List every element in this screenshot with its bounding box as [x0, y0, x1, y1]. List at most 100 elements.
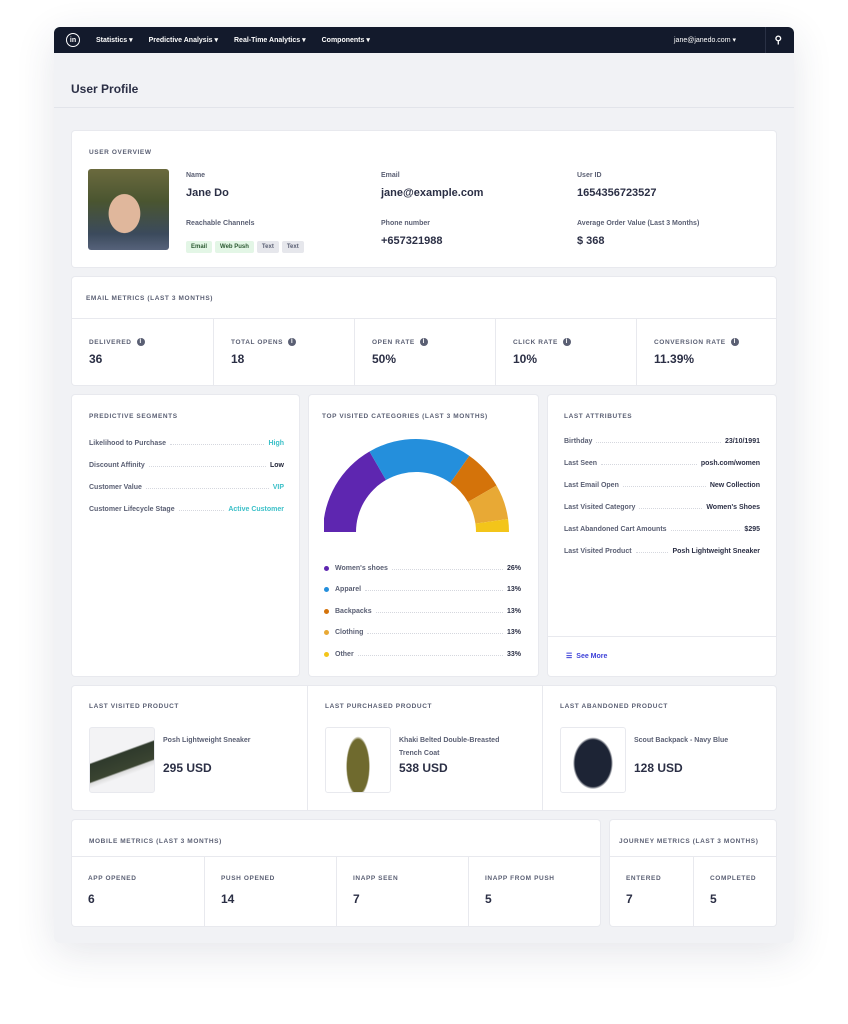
aov-value: $ 368: [577, 235, 605, 247]
divider: [72, 856, 600, 857]
metric-3: INAPP FROM PUSH 5: [468, 857, 600, 926]
product-title: LAST VISITED PRODUCT: [89, 703, 180, 710]
slice-women-s-shoes[interactable]: [324, 451, 386, 532]
card-title: USER OVERVIEW: [89, 149, 152, 156]
metric-1: PUSH OPENED 14: [204, 857, 336, 926]
product-section: LAST PURCHASED PRODUCT Khaki Belted Doubl…: [307, 686, 542, 810]
attribute-value: $295: [744, 526, 760, 533]
user-menu[interactable]: jane@janedo.com ▾: [674, 37, 736, 44]
segment-row: Customer Value VIP: [89, 469, 284, 491]
product-title: LAST PURCHASED PRODUCT: [325, 703, 433, 710]
metric-value: 7: [353, 892, 360, 906]
metric-value: 7: [626, 892, 633, 906]
list-icon: ☰: [566, 653, 573, 660]
nav-real-time-analytics[interactable]: Real-Time Analytics ▾: [234, 37, 306, 44]
logo-icon[interactable]: in: [66, 33, 80, 47]
last-attributes-card: LAST ATTRIBUTES Birthday 23/10/1991 Last S…: [548, 395, 776, 676]
legend-item: Apparel 13%: [324, 572, 521, 593]
phone-label: Phone number: [381, 220, 431, 227]
attribute-label: Last Visited Product: [564, 548, 632, 555]
slice-apparel[interactable]: [369, 439, 470, 483]
segment-value: VIP: [272, 484, 284, 491]
metric-label: DELIVERED i: [89, 338, 213, 346]
info-icon[interactable]: i: [419, 338, 428, 346]
product-name[interactable]: Scout Backpack - Navy Blue: [634, 737, 729, 744]
info-icon[interactable]: i: [730, 338, 739, 346]
userid-label: User ID: [577, 172, 602, 179]
product-price: 538 USD: [399, 761, 448, 775]
search-icon[interactable]: ⚲: [774, 34, 782, 46]
page-title: User Profile: [71, 82, 139, 96]
info-icon[interactable]: i: [288, 338, 297, 346]
name-value: Jane Do: [186, 187, 229, 199]
product-image[interactable]: [325, 727, 391, 793]
segment-value: Active Customer: [228, 506, 284, 513]
tag-email: Email: [186, 241, 213, 253]
userid-value: 1654356723527: [577, 187, 657, 199]
legend-dot-icon: [324, 565, 329, 571]
metric-value: 50%: [372, 352, 397, 366]
metric-value: 5: [485, 892, 492, 906]
user-overview-card: USER OVERVIEW Name Jane Do Reachable Cha…: [72, 131, 776, 267]
attribute-value: 23/10/1991: [724, 438, 760, 445]
dotted-leader: [622, 486, 706, 487]
segment-row: Customer Lifecycle Stage Active Customer: [89, 491, 284, 513]
slice-other[interactable]: [475, 519, 509, 532]
product-name[interactable]: Khaki Belted Double-Breasted Trench Coat: [399, 737, 500, 757]
attribute-value: Posh Lightweight Sneaker: [672, 548, 760, 555]
product-name[interactable]: Posh Lightweight Sneaker: [163, 737, 251, 744]
nav-statistics[interactable]: Statistics ▾: [96, 37, 133, 44]
legend-value: 33%: [506, 650, 521, 658]
metric-3: CLICK RATE i 10%: [495, 318, 636, 385]
attribute-value: posh.com/women: [700, 460, 760, 467]
dotted-leader: [391, 568, 503, 570]
legend-label: Apparel: [335, 586, 362, 593]
tag-web-push: Web Push: [215, 241, 254, 253]
divider: [54, 107, 794, 108]
metric-value: 36: [89, 352, 103, 366]
divider: [765, 27, 766, 53]
metric-label: CONVERSION RATE i: [654, 338, 777, 346]
attribute-label: Last Seen: [564, 460, 598, 467]
metric-1: TOTAL OPENS i 18: [213, 318, 354, 385]
info-icon[interactable]: i: [136, 338, 145, 346]
metric-label: TOTAL OPENS i: [231, 338, 354, 346]
slice-backpacks[interactable]: [450, 455, 497, 502]
products-card: LAST VISITED PRODUCT Posh Lightweight Sne…: [72, 686, 776, 810]
divider: [610, 856, 776, 857]
aov-label: Average Order Value (Last 3 Months): [577, 220, 700, 227]
legend-item: Other 33%: [324, 636, 521, 658]
nav-predictive-analysis[interactable]: Predictive Analysis ▾: [148, 37, 218, 44]
metric-label: APP OPENED: [88, 875, 137, 882]
metric-label: COMPLETED: [710, 875, 757, 882]
phone-value: +657321988: [381, 235, 443, 247]
metric-0: DELIVERED i 36: [72, 318, 213, 385]
mobile-metrics-card: MOBILE METRICS (LAST 3 MONTHS) APP OPENE…: [72, 820, 600, 926]
donut-chart: [324, 439, 509, 532]
legend-dot-icon: [324, 630, 329, 635]
segment-label: Likelihood to Purchase: [89, 440, 167, 447]
legend-label: Backpacks: [335, 607, 372, 615]
email-label: Email: [381, 172, 400, 179]
dotted-leader: [365, 590, 503, 591]
card-title: MOBILE METRICS (LAST 3 MONTHS): [89, 838, 222, 845]
card-title: JOURNEY METRICS (LAST 3 MONTHS): [619, 838, 759, 845]
attribute-value: New Collection: [709, 482, 760, 489]
metric-1: COMPLETED 5: [693, 857, 776, 926]
legend-dot-icon: [324, 587, 329, 592]
product-section: LAST VISITED PRODUCT Posh Lightweight Sne…: [72, 686, 307, 810]
dotted-leader: [367, 633, 503, 634]
divider: [72, 318, 776, 319]
info-icon[interactable]: i: [562, 338, 571, 346]
product-image[interactable]: [560, 727, 626, 793]
slice-clothing[interactable]: [467, 485, 509, 524]
metric-0: APP OPENED 6: [72, 857, 204, 926]
nav-components[interactable]: Components ▾: [321, 37, 370, 44]
dotted-leader: [635, 552, 669, 553]
attribute-label: Last Abandoned Cart Amounts: [564, 526, 667, 533]
see-more-label: See More: [576, 652, 608, 660]
legend-label: Women's shoes: [335, 564, 388, 572]
product-image[interactable]: [89, 727, 155, 793]
see-more-link[interactable]: ☰ See More: [566, 652, 608, 661]
attribute-row: Last Abandoned Cart Amounts $295: [564, 511, 760, 533]
